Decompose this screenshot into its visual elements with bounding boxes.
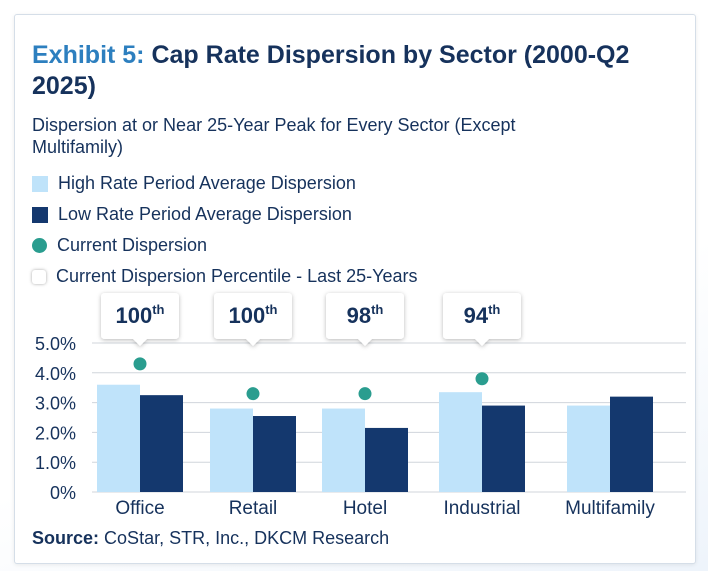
legend-item-percentile: Current Dispersion Percentile - Last 25-… <box>32 261 418 292</box>
current-dispersion-dots <box>133 357 489 401</box>
legend-swatch-high-rate <box>32 175 48 192</box>
bar-low-rate <box>253 416 296 492</box>
percentile-label: 100th <box>116 302 165 328</box>
y-tick-label: 3.0% <box>35 394 76 414</box>
bar-high-rate <box>567 405 610 492</box>
bars <box>97 384 653 492</box>
legend-item-current: Current Dispersion <box>32 230 418 261</box>
legend-label-percentile: Current Dispersion Percentile - Last 25-… <box>56 266 418 286</box>
x-tick-label: Hotel <box>343 498 387 519</box>
axis-labels: 5.0% 4.0% 3.0% 2.0% 1.0% 0% Office Retail Hotel I… <box>35 334 655 519</box>
source-text: CoStar, STR, Inc., DKCM Research <box>104 528 390 548</box>
percentile-badge-shape <box>101 293 179 346</box>
current-dispersion-dot <box>358 387 372 401</box>
percentile-badges: 100th 100th 98th 94th <box>101 293 521 346</box>
chart-subtitle: Dispersion at or Near 25-Year Peak for E… <box>32 115 516 157</box>
percentile-label: 100th <box>229 302 278 328</box>
legend-item-high-rate: High Rate Period Average Dispersion <box>32 168 418 199</box>
chart-legend: High Rate Period Average Dispersion Low … <box>32 168 418 292</box>
bar-low-rate <box>365 427 408 492</box>
bar-high-rate <box>439 392 482 492</box>
bar-low-rate <box>610 396 653 492</box>
bar-low-rate <box>140 395 183 492</box>
legend-swatch-current <box>32 238 47 253</box>
source-note: Source: CoStar, STR, Inc., DKCM Research <box>32 528 389 549</box>
x-tick-label: Industrial <box>443 498 520 519</box>
legend-label-low-rate: Low Rate Period Average Dispersion <box>58 204 352 224</box>
current-dispersion-dot <box>475 372 489 386</box>
x-tick-label: Multifamily <box>565 498 655 519</box>
legend-label-high-rate: High Rate Period Average Dispersion <box>58 173 356 193</box>
current-dispersion-dot <box>133 357 147 371</box>
current-dispersion-dot <box>246 387 260 401</box>
exhibit-number: Exhibit 5: <box>32 41 145 69</box>
bar-high-rate <box>210 408 253 492</box>
legend-swatch-percentile <box>32 269 46 284</box>
x-tick-label: Office <box>115 498 164 519</box>
source-label: Source: <box>32 528 100 548</box>
percentile-badge <box>214 293 292 346</box>
percentile-badge <box>443 293 521 346</box>
x-tick-label: Retail <box>229 498 278 519</box>
y-tick-label: 5.0% <box>35 334 76 354</box>
percentile-badge <box>101 293 179 346</box>
percentile-badge-shape <box>443 293 521 346</box>
y-tick-label: 1.0% <box>35 453 76 473</box>
percentile-badge-shape <box>214 293 292 346</box>
percentile-label: 94th <box>464 302 501 328</box>
y-tick-label: 4.0% <box>35 364 76 384</box>
percentile-badge <box>326 293 404 346</box>
y-tick-label: 2.0% <box>35 423 76 443</box>
legend-label-current: Current Dispersion <box>57 235 208 255</box>
bar-high-rate <box>322 408 365 492</box>
bar-low-rate <box>482 405 525 492</box>
percentile-badge-shape <box>326 293 404 346</box>
page-title: Exhibit 5: Cap Rate Dispersion by Sector… <box>32 40 652 102</box>
bar-high-rate <box>97 384 140 492</box>
title-text: Cap Rate Dispersion by Sector (2000-Q2 2… <box>32 41 630 100</box>
percentile-label: 98th <box>347 302 384 328</box>
y-tick-label: 0% <box>50 483 76 503</box>
legend-swatch-low-rate <box>32 206 48 223</box>
legend-item-low-rate: Low Rate Period Average Dispersion <box>32 199 418 230</box>
